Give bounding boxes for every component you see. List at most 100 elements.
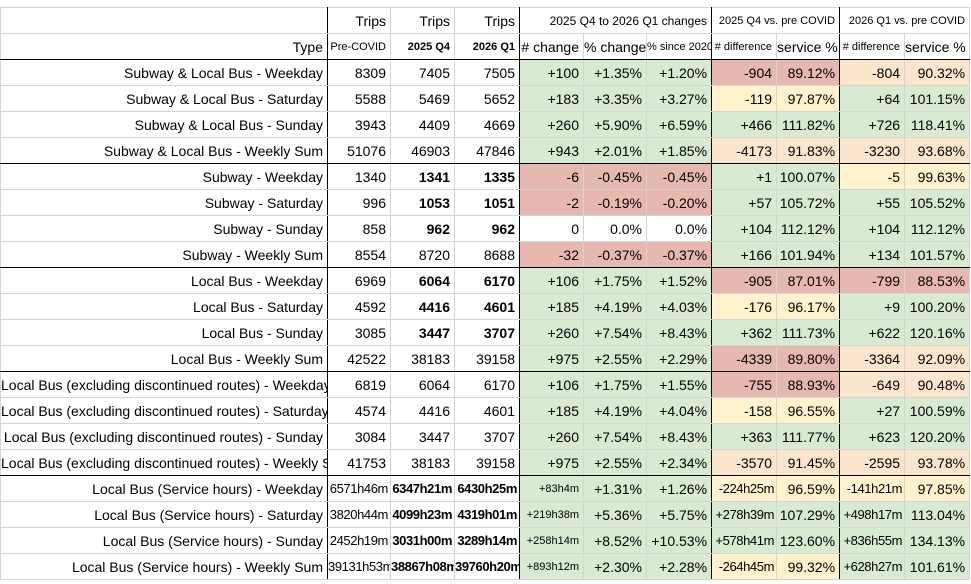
row-label: Subway & Local Bus - Weekday — [0, 59, 328, 86]
cell: 41753 — [327, 449, 391, 476]
cell: 0 — [519, 215, 584, 242]
table-row: Subway - Saturday 996 1053 1051 -2 -0.19% -0.2… — [0, 189, 971, 216]
cell: 3820h44m — [327, 501, 391, 528]
cell: 6819 — [327, 371, 391, 398]
cell: -2 — [519, 189, 584, 216]
cell: 93.78% — [904, 449, 971, 476]
cell: 962 — [390, 215, 455, 242]
cell: +100 — [519, 59, 584, 86]
cell: +134 — [839, 241, 906, 268]
row-label: Local Bus - Weekly Sum — [0, 345, 328, 372]
cell: -0.20% — [645, 189, 713, 216]
table-row: Subway - Weekday 1340 1341 1335 -6 -0.45% -0.4… — [0, 163, 971, 190]
cell: +5.90% — [583, 111, 647, 138]
cell: 123.60% — [776, 527, 841, 554]
cell: 91.45% — [776, 449, 841, 476]
cell: 8309 — [327, 59, 391, 86]
row-label: Subway & Local Bus - Sunday — [0, 111, 328, 138]
cell: +183 — [519, 85, 584, 112]
cell: 3707 — [454, 319, 520, 346]
cell: 100.20% — [904, 293, 971, 320]
cell: -6 — [519, 163, 584, 190]
row-label: Subway - Weekly Sum — [0, 241, 328, 268]
cell: +893h12m — [519, 553, 584, 580]
cell: +8.43% — [645, 423, 713, 450]
row-label: Local Bus (Service hours) - Saturday — [0, 501, 328, 528]
cell: +166 — [711, 241, 778, 268]
cell: 858 — [327, 215, 391, 242]
table-row: Local Bus - Weekly Sum 42522 38183 39158 +97… — [0, 345, 971, 372]
cell: +622 — [839, 319, 906, 346]
cell: 3085 — [327, 319, 391, 346]
cell: +4.03% — [645, 293, 713, 320]
cell: +1.26% — [645, 475, 713, 502]
cell: 6170 — [454, 371, 520, 398]
cell: 962 — [454, 215, 520, 242]
cell: 0.0% — [645, 215, 713, 242]
cell: 47846 — [454, 137, 520, 164]
ridership-table: Trips Trips Trips 2025 Q4 to 2026 Q1 cha… — [0, 7, 971, 580]
table-row: Local Bus - Saturday 4592 4416 4601 +185 +4.1… — [0, 293, 971, 320]
header-cell — [0, 7, 328, 34]
cell: 6170 — [454, 267, 520, 294]
cell: 90.48% — [904, 371, 971, 398]
cell: +726 — [839, 111, 906, 138]
table-row: Local Bus (excluding discontinued routes… — [0, 449, 971, 476]
cell: 7505 — [454, 59, 520, 86]
cell: 101.94% — [776, 241, 841, 268]
cell: 4574 — [327, 397, 391, 424]
group-header: 2025 Q4 to 2026 Q1 changes — [518, 7, 713, 34]
cell: +258h14m — [519, 527, 584, 554]
column-header: Type — [0, 33, 328, 60]
cell: -804 — [839, 59, 906, 86]
header-row: Type Pre-COVID 2025 Q4 2026 Q1 # change% cha… — [0, 33, 971, 60]
cell: 996 — [327, 189, 391, 216]
column-header: # difference — [839, 33, 906, 60]
cell: -5 — [839, 163, 906, 190]
cell: +975 — [519, 449, 584, 476]
cell: 87.01% — [776, 267, 841, 294]
column-header: # difference — [711, 33, 778, 60]
cell: 5469 — [390, 85, 455, 112]
cell: +466 — [711, 111, 778, 138]
cell: +1.55% — [645, 371, 713, 398]
cell: -119 — [711, 85, 778, 112]
cell: +57 — [711, 189, 778, 216]
column-header: Pre-COVID — [327, 33, 391, 60]
table-row: Local Bus (Service hours) - Weekday 6571h… — [0, 475, 971, 502]
cell: 89.80% — [776, 345, 841, 372]
table-row: Subway & Local Bus - Saturday 5588 5469 565… — [0, 85, 971, 112]
table-row: Local Bus - Weekday 6969 6064 6170 +106 +1.75… — [0, 267, 971, 294]
cell: 88.93% — [776, 371, 841, 398]
cell: 112.12% — [776, 215, 841, 242]
cell: +2.28% — [645, 553, 713, 580]
cell: 8688 — [454, 241, 520, 268]
cell: 5652 — [454, 85, 520, 112]
cell: +4.19% — [583, 293, 647, 320]
cell: 1051 — [454, 189, 520, 216]
cell: -32 — [519, 241, 584, 268]
header-cell: Trips — [390, 7, 455, 34]
table-row: Local Bus (excluding discontinued routes… — [0, 371, 971, 398]
table-row: Subway & Local Bus - Sunday 3943 4409 4669 +… — [0, 111, 971, 138]
cell: +1.85% — [645, 137, 713, 164]
cell: -224h25m — [711, 475, 778, 502]
cell: -2595 — [839, 449, 906, 476]
cell: 101.15% — [904, 85, 971, 112]
cell: +6.59% — [645, 111, 713, 138]
cell: -755 — [711, 371, 778, 398]
cell: 3707 — [454, 423, 520, 450]
cell: 96.55% — [776, 397, 841, 424]
cell: 39158 — [454, 449, 520, 476]
row-label: Subway - Sunday — [0, 215, 328, 242]
cell: +363 — [711, 423, 778, 450]
row-label: Subway - Weekday — [0, 163, 328, 190]
column-header: # change — [519, 33, 584, 60]
cell: 118.41% — [904, 111, 971, 138]
table-row: Local Bus - Sunday 3085 3447 3707 +260 +7.54%… — [0, 319, 971, 346]
column-header: 2025 Q4 — [390, 33, 455, 60]
cell: 88.53% — [904, 267, 971, 294]
cell: 3447 — [390, 319, 455, 346]
cell: +7.54% — [583, 319, 647, 346]
row-label: Local Bus (excluding discontinued routes… — [0, 371, 328, 398]
